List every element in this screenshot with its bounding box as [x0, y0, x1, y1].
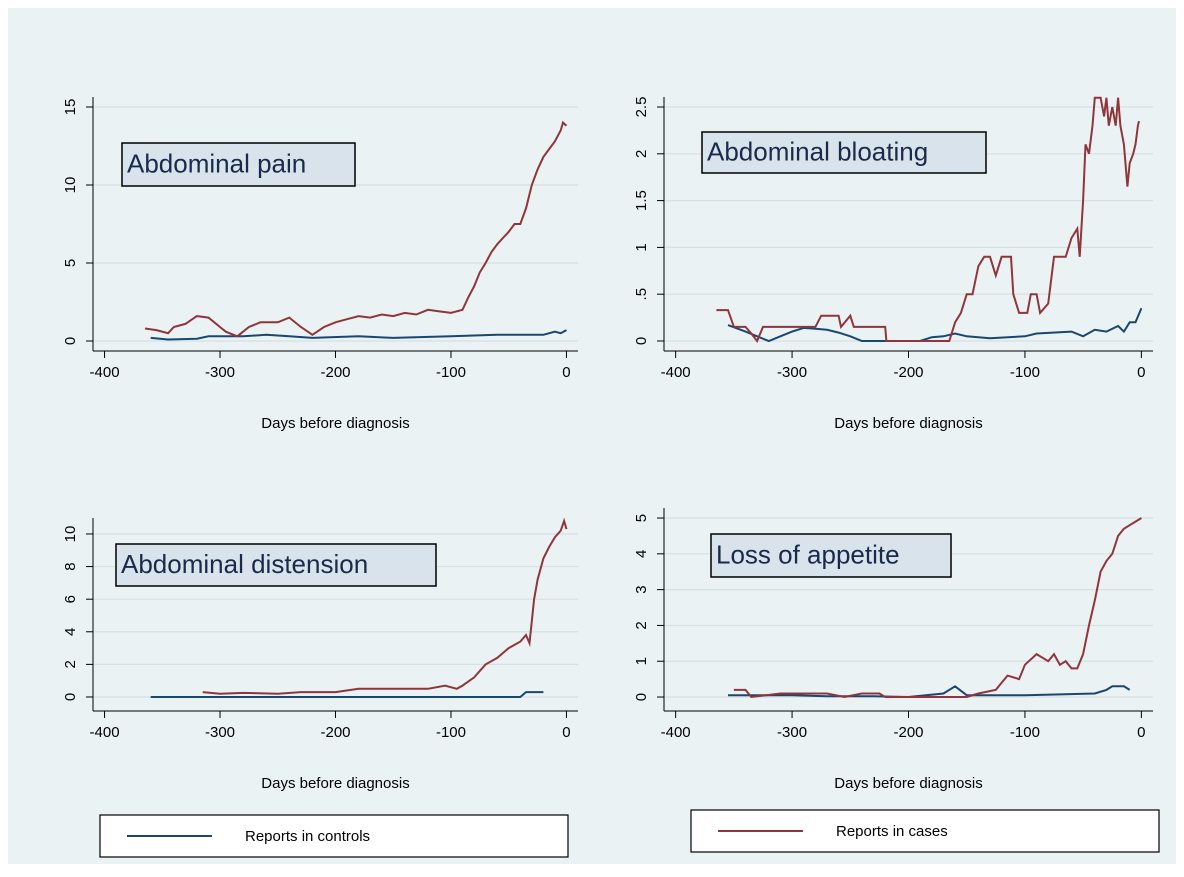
x-tick-label: -300 [777, 724, 807, 741]
series-line [144, 120, 568, 338]
y-tick-label: 10 [62, 177, 79, 194]
y-tick-label: 2 [62, 660, 79, 668]
y-tick-label: 4 [633, 550, 650, 558]
x-tick-label: -300 [205, 724, 235, 741]
x-axis-label: Days before diagnosis [261, 415, 409, 432]
x-tick-label: -200 [893, 364, 923, 381]
series-line [728, 685, 1131, 699]
y-tick-label: 4 [62, 628, 79, 636]
y-tick-label: 0 [633, 693, 650, 701]
x-tick-label: 0 [1137, 364, 1145, 381]
annotation-box [115, 543, 437, 587]
y-tick-label: 8 [62, 562, 79, 570]
x-tick-label: -100 [1010, 364, 1040, 381]
y-tick-label: 10 [62, 526, 79, 543]
series-line [202, 517, 568, 695]
legend-label: Reports in cases [836, 823, 948, 840]
y-tick-label: 2.5 [633, 97, 650, 118]
x-axis-label: Days before diagnosis [834, 775, 982, 792]
x-tick-label: -300 [777, 364, 807, 381]
y-tick-label: 1 [633, 657, 650, 665]
x-tick-label: -200 [320, 724, 350, 741]
series-line [150, 329, 567, 341]
y-tick-label: 1.5 [633, 190, 650, 211]
y-tick-label: 0 [62, 693, 79, 701]
y-tick-label: .5 [633, 288, 650, 301]
series-line [733, 517, 1142, 699]
legend-label: Reports in controls [245, 828, 370, 845]
y-tick-label: 1 [633, 243, 650, 251]
y-tick-label: 0 [62, 337, 79, 345]
y-tick-label: 15 [62, 99, 79, 116]
y-tick-label: 5 [62, 259, 79, 267]
background [8, 8, 1176, 864]
y-tick-label: 2 [633, 150, 650, 158]
y-tick-label: 5 [633, 514, 650, 522]
x-tick-label: -100 [436, 724, 466, 741]
x-axis-label: Days before diagnosis [834, 415, 982, 432]
x-tick-label: -100 [436, 364, 466, 381]
series-line [716, 96, 1140, 343]
series-line [727, 307, 1143, 343]
y-tick-label: 3 [633, 585, 650, 593]
x-tick-label: 0 [1137, 724, 1145, 741]
annotation: Abdominal pain [127, 148, 306, 178]
series-line [150, 691, 544, 698]
x-axis-label: Days before diagnosis [261, 775, 409, 792]
x-tick-label: -400 [661, 364, 691, 381]
y-tick-label: 2 [633, 621, 650, 629]
x-tick-label: -300 [205, 364, 235, 381]
annotation-box [121, 142, 356, 187]
annotation-box [701, 131, 987, 174]
y-tick-label: 6 [62, 595, 79, 603]
x-tick-label: -400 [661, 724, 691, 741]
x-tick-label: -400 [90, 724, 120, 741]
x-tick-label: -400 [90, 364, 120, 381]
x-tick-label: -200 [893, 724, 923, 741]
annotation: Abdominal bloating [707, 136, 928, 166]
annotation: Abdominal distension [121, 549, 368, 579]
x-tick-label: -200 [320, 364, 350, 381]
annotation: Loss of appetite [716, 539, 900, 569]
x-tick-label: 0 [562, 364, 570, 381]
x-tick-label: 0 [562, 724, 570, 741]
x-tick-label: -100 [1010, 724, 1040, 741]
y-tick-label: 0 [633, 337, 650, 345]
annotation-box [710, 533, 952, 578]
